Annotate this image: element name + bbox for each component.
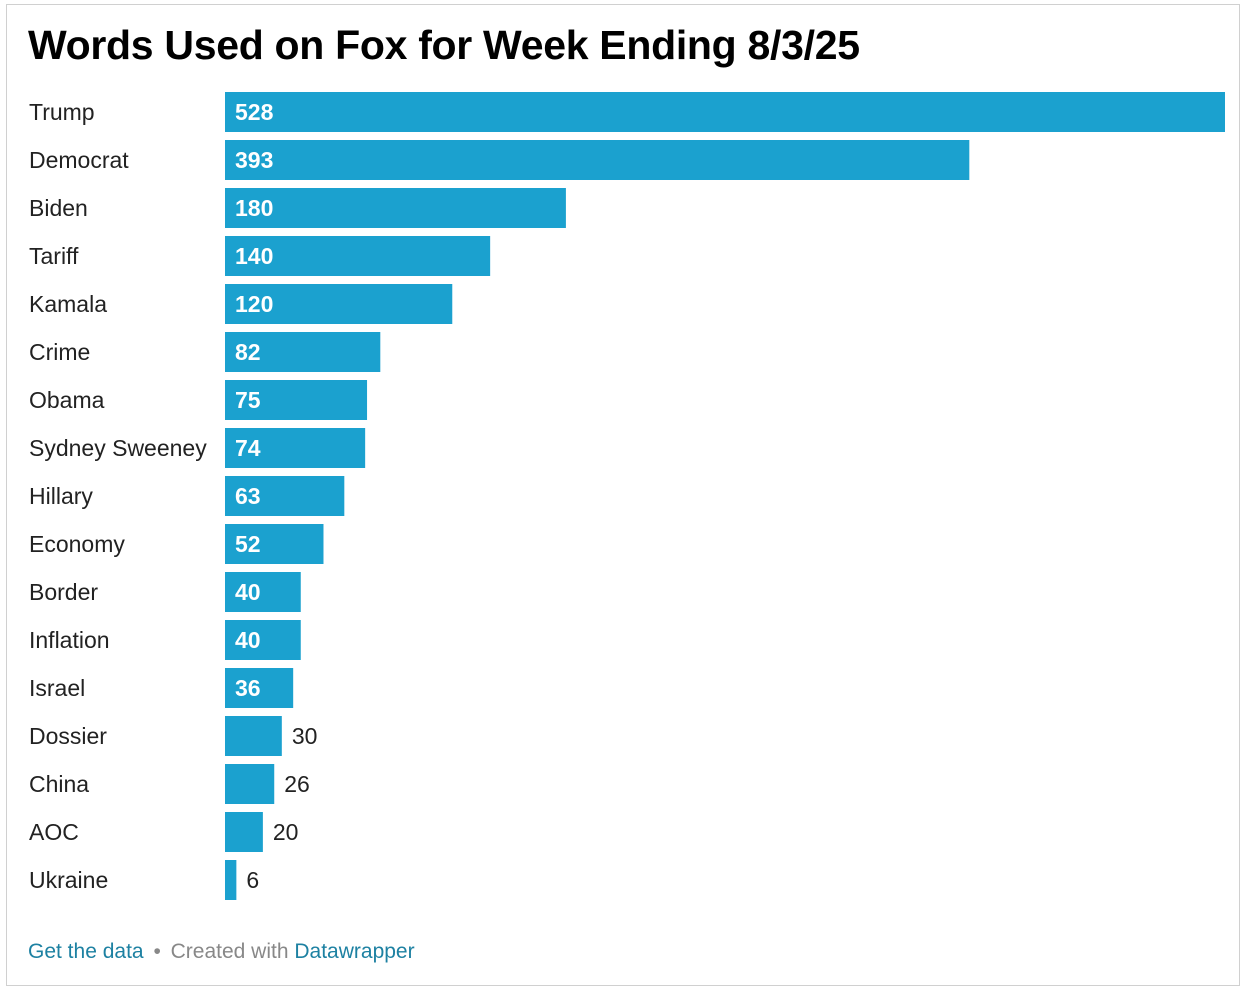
chart-title: Words Used on Fox for Week Ending 8/3/25 bbox=[28, 22, 860, 68]
chart-footer: Get the data • Created with Datawrapper bbox=[28, 940, 415, 964]
bar bbox=[225, 524, 324, 564]
value-label: 40 bbox=[235, 579, 261, 605]
bar bbox=[225, 428, 366, 468]
value-label: 120 bbox=[235, 291, 273, 317]
category-label: Trump bbox=[29, 99, 95, 125]
value-label: 82 bbox=[235, 339, 261, 365]
bar bbox=[225, 668, 294, 708]
bars-layer: Trump 528 Democrat 393 Biden 180 Tariff 140 Kama… bbox=[29, 92, 1225, 900]
value-label: 26 bbox=[284, 771, 310, 797]
value-label: 40 bbox=[235, 627, 261, 653]
value-label: 20 bbox=[273, 819, 299, 845]
created-with-text: Created with bbox=[170, 940, 289, 963]
bar bbox=[225, 476, 345, 516]
bar bbox=[225, 380, 368, 420]
datawrapper-link[interactable]: Datawrapper bbox=[294, 940, 415, 963]
category-label: Sydney Sweeney bbox=[29, 435, 207, 461]
bar bbox=[225, 140, 970, 180]
footer-separator: • bbox=[153, 940, 161, 963]
category-label: Democrat bbox=[29, 147, 129, 173]
category-label: Biden bbox=[29, 195, 88, 221]
bar bbox=[225, 716, 282, 756]
value-label: 180 bbox=[235, 195, 273, 221]
category-label: Israel bbox=[29, 675, 85, 701]
category-label: Crime bbox=[29, 339, 90, 365]
value-label: 30 bbox=[292, 723, 318, 749]
value-label: 528 bbox=[235, 99, 274, 125]
bar bbox=[225, 620, 301, 660]
bar bbox=[225, 860, 237, 900]
value-label: 74 bbox=[235, 435, 261, 461]
category-label: Economy bbox=[29, 531, 125, 557]
bar bbox=[225, 188, 566, 228]
value-label: 75 bbox=[235, 387, 261, 413]
value-label: 393 bbox=[235, 147, 273, 173]
category-label: Ukraine bbox=[29, 867, 108, 893]
value-label: 36 bbox=[235, 675, 261, 701]
category-label: AOC bbox=[29, 819, 79, 845]
category-label: China bbox=[29, 771, 89, 797]
bar bbox=[225, 236, 491, 276]
value-label: 63 bbox=[235, 483, 261, 509]
category-label: Dossier bbox=[29, 723, 107, 749]
category-label: Obama bbox=[29, 387, 105, 413]
bar bbox=[225, 764, 275, 804]
category-label: Hillary bbox=[29, 483, 93, 509]
value-label: 52 bbox=[235, 531, 261, 557]
bar bbox=[225, 92, 1225, 132]
bar bbox=[225, 812, 263, 852]
bar bbox=[225, 572, 301, 612]
bar bbox=[225, 284, 453, 324]
category-label: Border bbox=[29, 579, 98, 605]
value-label: 6 bbox=[246, 867, 259, 893]
value-label: 140 bbox=[235, 243, 273, 269]
category-label: Kamala bbox=[29, 291, 107, 317]
get-the-data-link[interactable]: Get the data bbox=[28, 940, 144, 963]
category-label: Tariff bbox=[29, 243, 79, 269]
bar bbox=[225, 332, 381, 372]
category-label: Inflation bbox=[29, 627, 110, 653]
